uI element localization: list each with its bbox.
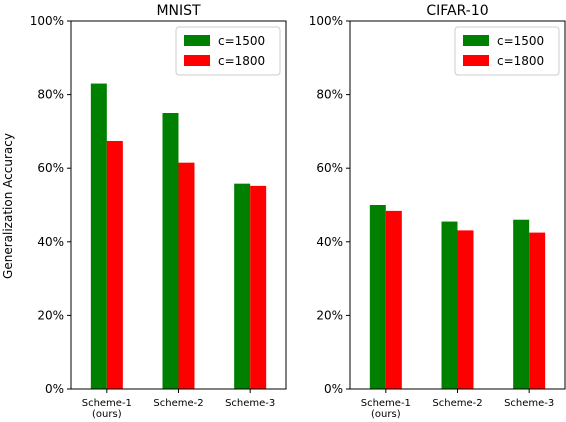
y-tick-label: 40% — [37, 235, 64, 249]
bar-c-1500-scheme-2 — [441, 221, 458, 389]
y-tick-label: 100% — [309, 14, 343, 28]
y-tick-label: 0% — [324, 382, 343, 396]
bar-c-1800-scheme-3 — [529, 232, 546, 389]
x-tick-label: Scheme-2 — [432, 398, 482, 409]
axes-frame — [349, 20, 566, 390]
y-tick-label: 60% — [37, 161, 64, 175]
bar-c-1800-scheme-3 — [250, 185, 267, 389]
legend-swatch-c-1500 — [463, 35, 489, 46]
bar-c-1800-scheme-2 — [178, 162, 195, 389]
y-tick-label: 60% — [316, 161, 343, 175]
x-tick-label: Scheme-3 — [225, 398, 275, 409]
x-tick-label: Scheme-1 (ours) — [82, 398, 132, 420]
y-tick-label: 80% — [316, 88, 343, 102]
bar-c-1500-scheme-3 — [234, 183, 251, 389]
legend: c=1500 c=1800 — [454, 26, 560, 76]
legend-swatch-c-1500 — [184, 35, 210, 46]
x-tick-label: Scheme-1 (ours) — [361, 398, 411, 420]
bar-c-1800-scheme-1 — [385, 210, 402, 389]
legend-label-c-1500: c=1500 — [218, 34, 265, 48]
legend-swatch-c-1800 — [463, 55, 489, 66]
legend: c=1500 c=1800 — [175, 26, 281, 76]
y-tick-label: 40% — [316, 235, 343, 249]
axes-frame — [70, 20, 287, 390]
legend-swatch-c-1800 — [184, 55, 210, 66]
y-tick-label: 20% — [316, 308, 343, 322]
legend-label-c-1500: c=1500 — [497, 34, 544, 48]
bar-c-1800-scheme-2 — [457, 230, 474, 389]
chart-panel-cifar10: Scheme-1 (ours) Scheme-2 Scheme-3 0% 20% 40% 60… — [309, 3, 566, 420]
chart-title: MNIST — [156, 3, 201, 19]
bar-c-1500-scheme-1 — [90, 83, 107, 389]
chart-panel-mnist: Scheme-1 (ours) Scheme-2 Scheme-3 0% 20% 40% 60… — [30, 3, 287, 420]
bar-c-1500-scheme-2 — [162, 113, 179, 389]
legend-label-c-1800: c=1800 — [497, 54, 544, 68]
bar-c-1800-scheme-1 — [106, 140, 123, 389]
chart-title: CIFAR-10 — [426, 3, 488, 19]
x-tick-label: Scheme-2 — [153, 398, 203, 409]
y-tick-label: 20% — [37, 308, 64, 322]
bar-c-1500-scheme-1 — [369, 205, 386, 389]
legend-label-c-1800: c=1800 — [218, 54, 265, 68]
y-tick-label: 100% — [30, 14, 64, 28]
bar-c-1500-scheme-3 — [513, 219, 530, 389]
y-axis-label: Generalization Accuracy — [1, 133, 15, 279]
y-tick-label: 80% — [37, 88, 64, 102]
x-tick-label: Scheme-3 — [504, 398, 554, 409]
y-tick-label: 0% — [45, 382, 64, 396]
